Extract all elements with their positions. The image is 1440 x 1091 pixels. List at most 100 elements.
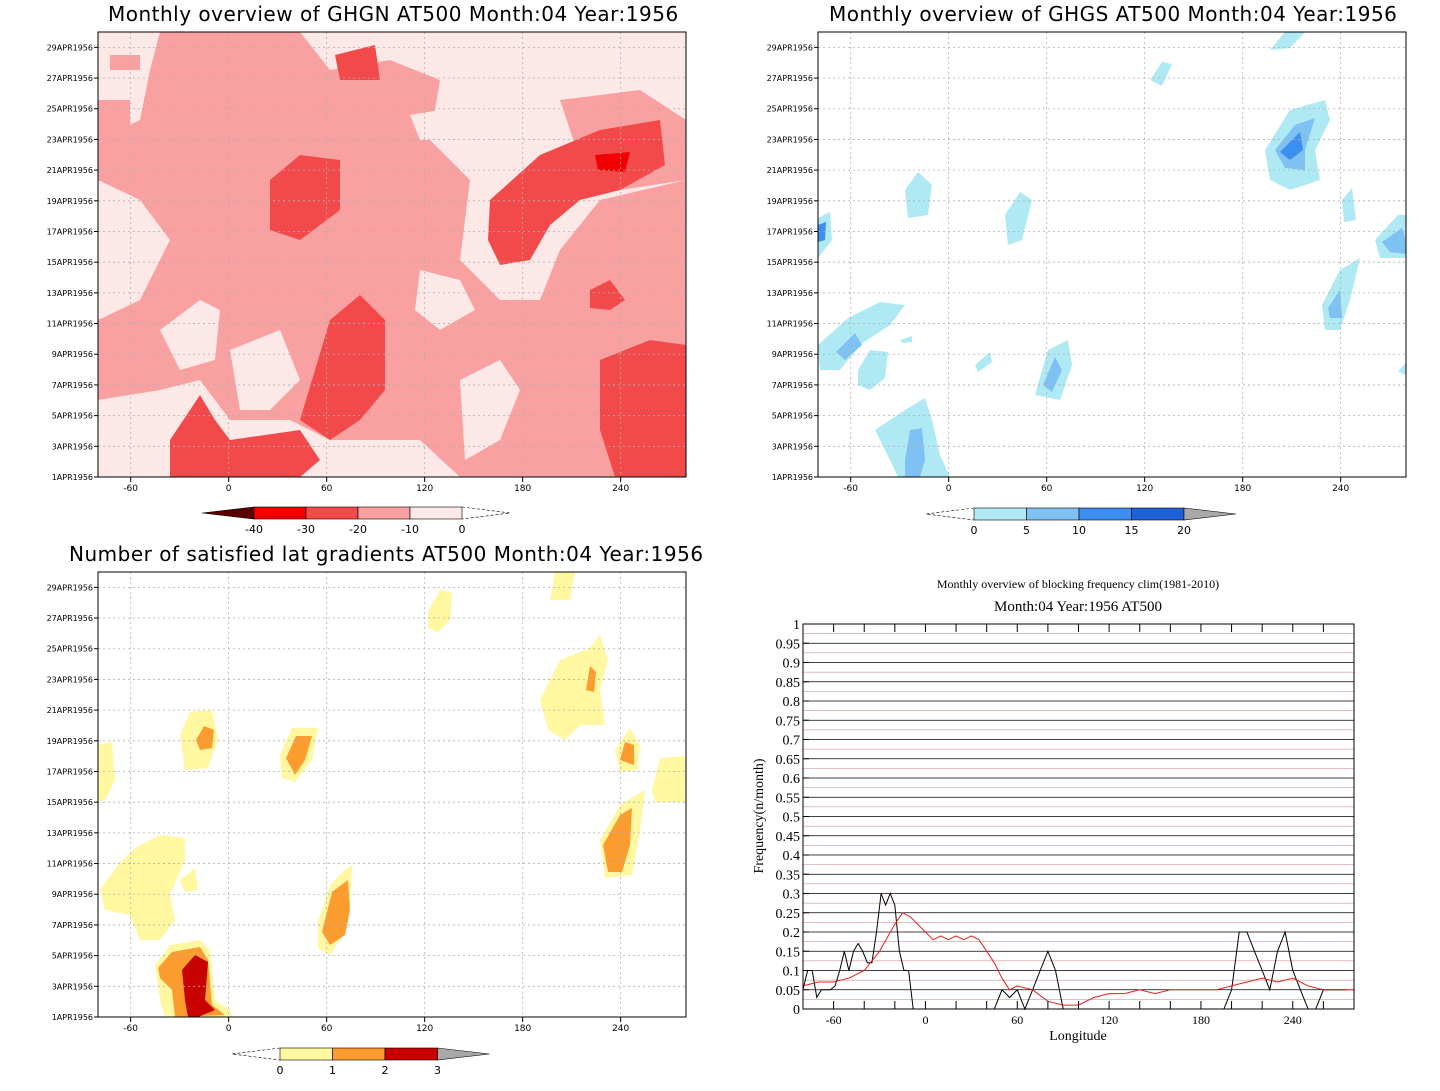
y-tick-label: 21APR1956	[47, 166, 93, 175]
y-tick-label: 1APR1956	[52, 1013, 93, 1022]
x-tick-label: 180	[1234, 484, 1251, 494]
blocking-frequency-grid	[803, 633, 1354, 1000]
y-tick-label: 21APR1956	[47, 706, 93, 715]
y-tick-label: 0	[793, 1003, 800, 1018]
y-tick-label: 0.4	[783, 849, 801, 864]
y-tick-label: 15APR1956	[47, 258, 93, 267]
x-tick-label: 60	[321, 484, 333, 494]
ghgs-panel: -60 0 60 120 180 240 1APR1956 3APR1956 5APR1956 7…	[767, 31, 1407, 537]
y-tick-label: 15APR1956	[767, 258, 813, 267]
colorbar-extension	[437, 1047, 490, 1061]
y-tick-label: 13APR1956	[767, 289, 813, 298]
colorbar-label: -30	[297, 523, 315, 536]
y-tick-label: 0.2	[783, 926, 801, 941]
frequency-series-line	[802, 892, 1347, 1011]
blocking-frequency-panel: Monthly overview of blocking frequency c…	[752, 577, 1355, 1044]
colorbar-label: 5	[1023, 524, 1030, 537]
y-tick-label: 5APR1956	[52, 412, 93, 421]
x-tick-label: 120	[1136, 484, 1153, 494]
y-tick-label: 0.1	[783, 965, 801, 980]
y-tick-label: 15APR1956	[47, 798, 93, 807]
blocking-frequency-lines	[802, 892, 1354, 1011]
x-tick-label: 120	[416, 484, 433, 494]
y-tick-label: 23APR1956	[47, 675, 93, 684]
y-tick-label: 17APR1956	[47, 227, 93, 236]
y-tick-label: 25APR1956	[767, 105, 813, 114]
x-tick-label: 60	[1011, 1013, 1023, 1027]
x-tick-label: 0	[946, 484, 952, 494]
y-tick-label: 5APR1956	[52, 952, 93, 961]
y-tick-label: 0.45	[776, 830, 801, 845]
colorbar-swatch	[357, 506, 411, 520]
x-tick-label: 0	[226, 1024, 232, 1034]
y-tick-label: 25APR1956	[47, 645, 93, 654]
lat-gradients-panel: -60 0 60 120 180 2401APR19563APR19565APR19567…	[47, 571, 687, 1077]
lat-gradients-colorbar: 0 1 2 3	[231, 1047, 490, 1077]
y-tick-label: 0.7	[783, 734, 801, 749]
chart2-title: Monthly overview of GHGS AT500 Month:04 …	[829, 2, 1398, 26]
y-tick-label: 7APR1956	[52, 381, 93, 390]
chart3-title: Number of satisfied lat gradients AT500 …	[69, 542, 704, 566]
x-tick-label: -60	[826, 1013, 842, 1027]
colorbar-label: -20	[349, 523, 367, 536]
y-tick-label: 3APR1956	[52, 442, 93, 451]
chart4-xlabel: Longitude	[1049, 1029, 1107, 1044]
y-tick-label: 0.5	[783, 811, 801, 826]
colorbar-swatch	[409, 506, 463, 520]
y-tick-label: 9APR1956	[52, 350, 93, 359]
y-tick-label: 27APR1956	[767, 74, 813, 83]
ghgn-panel: -60 0 60 120 180 240 1APR1956 3APR1956 5APR1956 7…	[47, 31, 687, 536]
colorbar-swatch	[1078, 507, 1132, 521]
y-tick-label: 25APR1956	[47, 105, 93, 114]
climatology-series-line	[802, 912, 1354, 1006]
y-tick-label: 19APR1956	[767, 197, 813, 206]
x-tick-label: 240	[612, 484, 629, 494]
chart4-ylabel: Frequency(n/month)	[752, 758, 767, 873]
y-tick-label: 0.6	[783, 772, 801, 787]
colorbar-label: -40	[245, 523, 263, 536]
colorbar-label: 15	[1125, 524, 1139, 537]
y-tick-label: 7APR1956	[772, 381, 813, 390]
y-tick-label: 23APR1956	[767, 135, 813, 144]
lat-gradients-axes: -60 0 60 120 180 240 1APR1956 3APR1956 5APR1956 7…	[47, 583, 630, 1034]
y-tick-label: 0.95	[776, 637, 801, 652]
colorbar-swatch	[384, 1047, 438, 1061]
colorbar-label: 20	[1177, 524, 1191, 537]
colorbar-swatch	[973, 507, 1027, 521]
x-tick-label: 0	[922, 1013, 928, 1027]
y-tick-label: 0.35	[776, 868, 801, 883]
y-tick-label: 13APR1956	[47, 289, 93, 298]
y-tick-label: 5APR1956	[772, 412, 813, 421]
y-tick-label: 29APR1956	[767, 43, 813, 52]
y-tick-label: 9APR1956	[772, 350, 813, 359]
ghgn-axes: -60 0 60 120 180 240 1APR1956 3APR1956 5APR1956 7…	[47, 43, 630, 494]
colorbar-label: 10	[1072, 524, 1086, 537]
y-tick-label: 1APR1956	[772, 473, 813, 482]
chart4-title: Monthly overview of blocking frequency c…	[937, 577, 1219, 591]
colorbar-label: 0	[277, 1064, 284, 1077]
y-tick-label: 27APR1956	[47, 74, 93, 83]
y-tick-label: 21APR1956	[767, 166, 813, 175]
y-tick-label: 1	[793, 618, 800, 633]
y-tick-label: 0.75	[776, 714, 801, 729]
x-tick-label: 120	[1100, 1013, 1118, 1027]
x-tick-label: 240	[1332, 484, 1349, 494]
x-tick-label: 60	[321, 1024, 333, 1034]
y-tick-label: 1APR1956	[52, 473, 93, 482]
y-tick-label: 3APR1956	[52, 982, 93, 991]
y-tick-label: 11APR1956	[47, 860, 93, 869]
x-tick-label: 180	[514, 484, 531, 494]
ghgs-grid	[818, 32, 1406, 477]
ghgs-axes: -60 0 60 120 180 240 1APR1956 3APR1956 5APR1956 7…	[767, 43, 1350, 494]
colorbar-extension	[925, 507, 975, 521]
y-tick-label: 29APR1956	[47, 43, 93, 52]
y-tick-label: 9APR1956	[52, 890, 93, 899]
colorbar-swatch	[279, 1047, 333, 1061]
ghgn-colorbar: -40 -30 -20 -10 0	[201, 506, 511, 536]
colorbar-extension	[231, 1047, 281, 1061]
blocking-frequency-axes: 0 0.05 0.1 0.15 0.2 0.25 0.3 0.35 0.4 0.45 0.5 0.55…	[776, 618, 1355, 1027]
colorbar-label: -10	[401, 523, 419, 536]
ghgn-contours	[98, 32, 686, 477]
x-tick-label: 180	[1192, 1013, 1210, 1027]
